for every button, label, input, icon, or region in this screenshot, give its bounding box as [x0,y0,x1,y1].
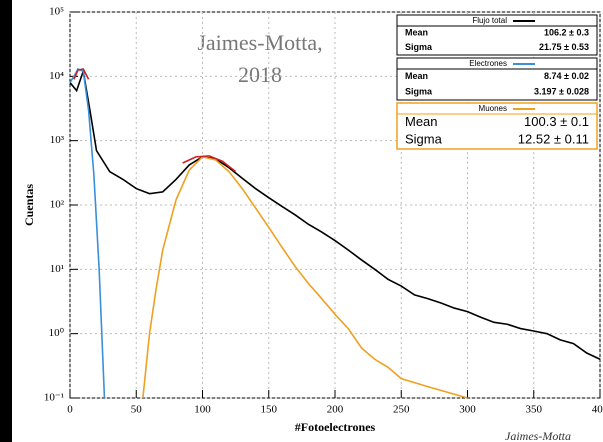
annotation: Jaimes-Motta, [197,30,322,55]
y-tick-label: 10⁵ [49,6,64,18]
credit: Jaimes-Motta [505,429,571,442]
x-tick-label: 200 [327,404,344,416]
fit-line [182,155,237,173]
stats-value: 3.197 ± 0.028 [534,87,589,97]
x-tick-label: 300 [459,404,476,416]
x-tick-label: 100 [194,404,211,416]
stats-box [396,14,598,56]
stats-label: Sigma [405,87,433,97]
stats-value: 106.2 ± 0.3 [544,28,589,38]
x-axis-label: #Fotoelectrones [295,420,376,434]
x-tick-label: 400 [592,404,603,416]
y-tick-label: 10³ [50,134,65,146]
stats-title: Muones [479,104,507,113]
stats-label: Mean [405,28,428,38]
stats-box [396,57,598,101]
series-line [142,155,468,399]
y-tick-label: 10⁻¹ [44,392,64,404]
y-tick-label: 10⁴ [49,70,64,82]
stats-title: Electrones [469,59,507,68]
stats-title: Flujo total [472,16,507,25]
x-tick-label: 150 [261,404,278,416]
stats-value: 100.3 ± 0.1 [524,114,589,129]
x-tick-label: 50 [131,404,143,416]
stats-box [396,102,598,150]
stats-value: 8.74 ± 0.02 [544,71,589,81]
y-tick-label: 10⁰ [49,327,65,339]
stats-value: 21.75 ± 0.53 [539,42,589,52]
annotation: 2018 [238,62,282,87]
x-tick-label: 350 [526,404,543,416]
stats-value: 12.52 ± 0.11 [518,132,589,147]
series-line [69,67,106,399]
y-tick-label: 10¹ [50,263,64,275]
x-tick-label: 0 [67,404,73,416]
stats-label: Sigma [405,42,433,52]
stats-label: Mean [405,71,428,81]
y-axis-label: Cuentas [22,184,36,226]
x-tick-label: 250 [393,404,410,416]
series-line [69,70,601,360]
stats-label: Mean [405,114,438,129]
stats-label: Sigma [405,132,443,147]
fit-line [73,68,90,80]
edge [0,0,12,442]
y-tick-label: 10² [50,199,65,211]
